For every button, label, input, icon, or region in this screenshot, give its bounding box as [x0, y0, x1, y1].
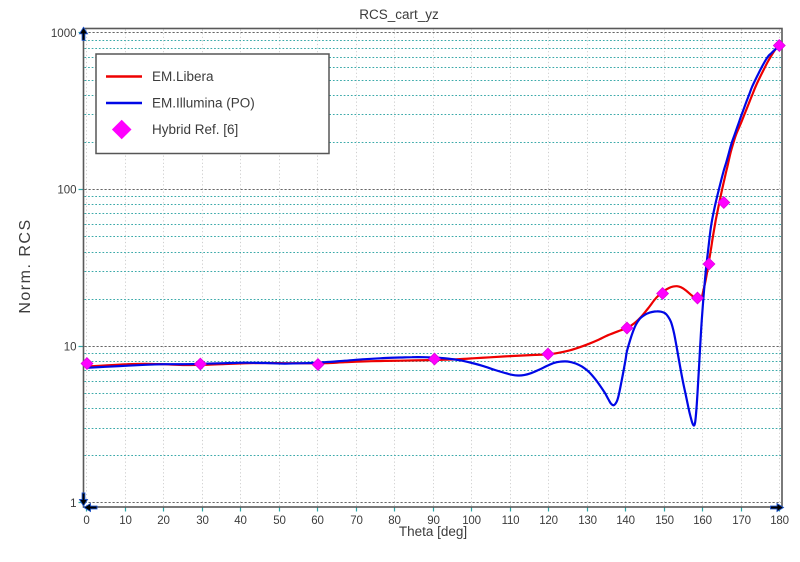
svg-text:40: 40 [234, 515, 246, 527]
svg-text:Hybrid Ref. [6]: Hybrid Ref. [6] [152, 122, 238, 137]
svg-text:EM.Libera: EM.Libera [152, 69, 214, 84]
svg-text:50: 50 [273, 515, 285, 527]
svg-text:100: 100 [57, 185, 76, 197]
svg-text:90: 90 [427, 515, 439, 527]
svg-text:160: 160 [693, 515, 712, 527]
svg-text:130: 130 [578, 515, 597, 527]
svg-text:Norm. RCS: Norm. RCS [17, 218, 34, 313]
svg-text:170: 170 [732, 515, 751, 527]
svg-text:Theta [deg]: Theta [deg] [399, 524, 467, 539]
svg-text:70: 70 [350, 515, 362, 527]
svg-text:10: 10 [119, 515, 131, 527]
svg-text:180: 180 [770, 515, 789, 527]
svg-text:60: 60 [311, 515, 323, 527]
svg-text:20: 20 [157, 515, 169, 527]
svg-text:0: 0 [83, 515, 89, 527]
svg-text:120: 120 [539, 515, 558, 527]
svg-text:10: 10 [64, 342, 77, 354]
svg-text:30: 30 [196, 515, 208, 527]
svg-text:RCS_cart_yz: RCS_cart_yz [359, 7, 439, 22]
svg-text:140: 140 [616, 515, 635, 527]
svg-text:1000: 1000 [51, 28, 77, 40]
svg-text:150: 150 [655, 515, 674, 527]
svg-text:110: 110 [502, 515, 520, 527]
svg-text:EM.Illumina (PO): EM.Illumina (PO) [152, 96, 255, 111]
svg-text:100: 100 [462, 515, 481, 527]
svg-text:1: 1 [70, 498, 76, 510]
svg-text:80: 80 [388, 515, 400, 527]
